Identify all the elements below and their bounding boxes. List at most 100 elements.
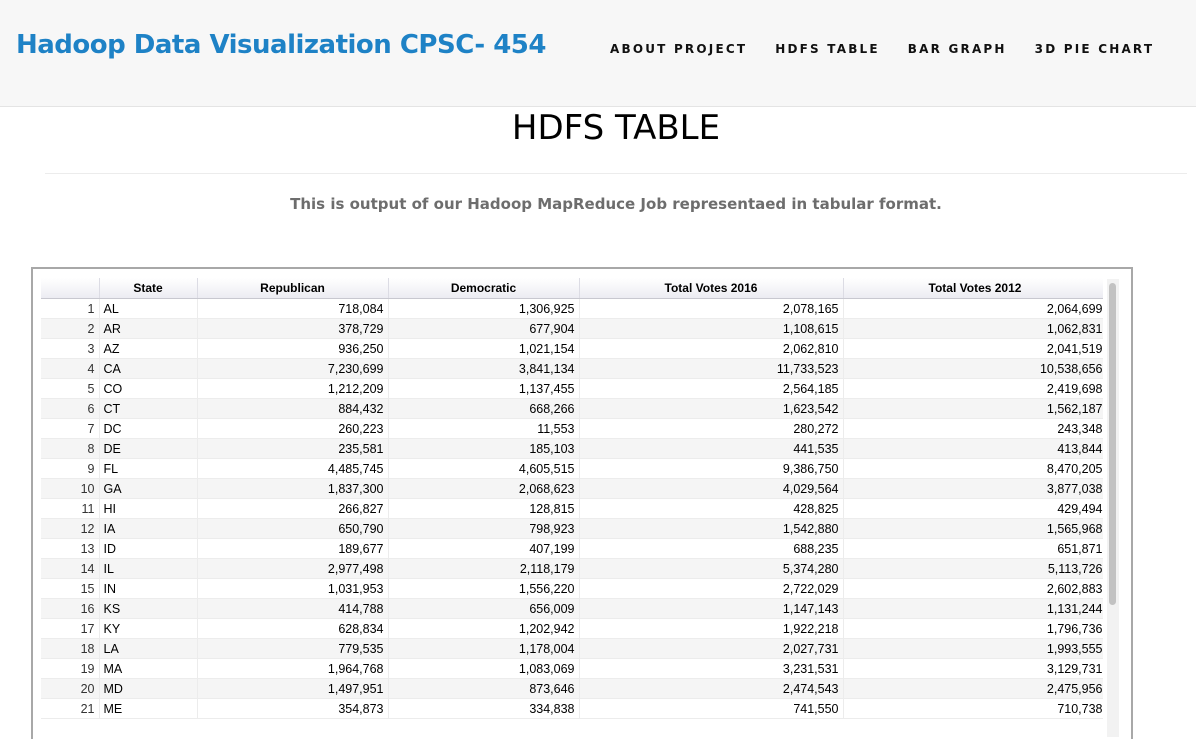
republican-cell: 1,031,953 [197,578,389,599]
table-row[interactable]: 8 DE 235,581 185,103 441,535 413,844 [41,438,1103,459]
state-cell: FL [99,458,198,479]
republican-cell: 354,873 [197,698,389,719]
table-row[interactable]: 5 CO 1,212,209 1,137,455 2,564,185 2,419,698 [41,378,1103,399]
table-row[interactable]: 20 MD 1,497,951 873,646 2,474,543 2,475,956 [41,678,1103,699]
row-number-cell: 1 [41,298,100,319]
table-row[interactable]: 10 GA 1,837,300 2,068,623 4,029,564 3,877,038 [41,478,1103,499]
table-row[interactable]: 15 IN 1,031,953 1,556,220 2,722,029 2,602,883 [41,578,1103,599]
row-number-cell: 8 [41,438,100,459]
democratic-cell: 1,083,069 [388,658,580,679]
scrollbar-thumb[interactable] [1109,283,1116,605]
democratic-cell: 1,202,942 [388,618,580,639]
democratic-cell: 407,199 [388,538,580,559]
nav-hdfs-table[interactable]: HDFS TABLE [775,42,880,56]
table-row[interactable]: 14 IL 2,977,498 2,118,179 5,374,280 5,113,726 [41,558,1103,579]
column-header-total-votes-2012[interactable]: Total Votes 2012 [843,278,1103,299]
republican-cell: 884,432 [197,398,389,419]
democratic-cell: 798,923 [388,518,580,539]
republican-cell: 1,497,951 [197,678,389,699]
table-row[interactable]: 18 LA 779,535 1,178,004 2,027,731 1,993,555 [41,638,1103,659]
total-votes-2012-cell: 1,796,736 [843,618,1103,639]
total-votes-2016-cell: 2,722,029 [579,578,844,599]
total-votes-2012-cell: 429,494 [843,498,1103,519]
total-votes-2016-cell: 1,147,143 [579,598,844,619]
table-row[interactable]: 9 FL 4,485,745 4,605,515 9,386,750 8,470,205 [41,458,1103,479]
total-votes-2016-cell: 3,231,531 [579,658,844,679]
total-votes-2012-cell: 2,064,699 [843,298,1103,319]
republican-cell: 779,535 [197,638,389,659]
democratic-cell: 1,556,220 [388,578,580,599]
total-votes-2012-cell: 2,041,519 [843,338,1103,359]
column-header-democratic[interactable]: Democratic [388,278,580,299]
democratic-cell: 185,103 [388,438,580,459]
table-row[interactable]: 1 AL 718,084 1,306,925 2,078,165 2,064,699 [41,298,1103,319]
total-votes-2016-cell: 11,733,523 [579,358,844,379]
column-header-rownum[interactable] [41,278,100,299]
state-cell: AZ [99,338,198,359]
row-number-cell: 9 [41,458,100,479]
democratic-cell: 4,605,515 [388,458,580,479]
republican-cell: 189,677 [197,538,389,559]
column-header-state[interactable]: State [99,278,198,299]
republican-cell: 1,837,300 [197,478,389,499]
nav-about-project[interactable]: ABOUT PROJECT [610,42,748,56]
site-brand-link[interactable]: Hadoop Data Visualization CPSC- 454 [16,30,547,60]
table-row[interactable]: 7 DC 260,223 11,553 280,272 243,348 [41,418,1103,439]
row-number-cell: 13 [41,538,100,559]
row-number-cell: 16 [41,598,100,619]
state-cell: KS [99,598,198,619]
column-header-republican[interactable]: Republican [197,278,389,299]
table-row[interactable]: 12 IA 650,790 798,923 1,542,880 1,565,968 [41,518,1103,539]
table-body: 1 AL 718,084 1,306,925 2,078,165 2,064,699 2 AR… [41,298,1103,719]
total-votes-2016-cell: 688,235 [579,538,844,559]
state-cell: LA [99,638,198,659]
total-votes-2016-cell: 2,474,543 [579,678,844,699]
state-cell: CA [99,358,198,379]
republican-cell: 1,212,209 [197,378,389,399]
row-number-cell: 14 [41,558,100,579]
total-votes-2012-cell: 1,062,831 [843,318,1103,339]
republican-cell: 235,581 [197,438,389,459]
total-votes-2012-cell: 1,993,555 [843,638,1103,659]
table-header-row: State Republican Democratic Total Votes … [41,278,1103,299]
table-row[interactable]: 17 KY 628,834 1,202,942 1,922,218 1,796,736 [41,618,1103,639]
state-cell: ID [99,538,198,559]
total-votes-2016-cell: 1,542,880 [579,518,844,539]
main-nav: ABOUT PROJECT HDFS TABLE BAR GRAPH 3D PI… [610,42,1154,56]
nav-3d-pie-chart[interactable]: 3D PIE CHART [1034,42,1155,56]
state-cell: IN [99,578,198,599]
total-votes-2016-cell: 2,564,185 [579,378,844,399]
total-votes-2016-cell: 280,272 [579,418,844,439]
nav-bar-graph[interactable]: BAR GRAPH [907,42,1007,56]
democratic-cell: 656,009 [388,598,580,619]
table-row[interactable]: 16 KS 414,788 656,009 1,147,143 1,131,244 [41,598,1103,619]
data-grid: State Republican Democratic Total Votes … [41,278,1103,738]
total-votes-2012-cell: 2,475,956 [843,678,1103,699]
row-number-cell: 5 [41,378,100,399]
vertical-scrollbar[interactable] [1107,279,1119,737]
state-cell: MD [99,678,198,699]
total-votes-2012-cell: 710,738 [843,698,1103,719]
table-row[interactable]: 6 CT 884,432 668,266 1,623,542 1,562,187 [41,398,1103,419]
total-votes-2016-cell: 1,922,218 [579,618,844,639]
total-votes-2016-cell: 4,029,564 [579,478,844,499]
table-row[interactable]: 4 CA 7,230,699 3,841,134 11,733,523 10,538,65… [41,358,1103,379]
table-row[interactable]: 21 ME 354,873 334,838 741,550 710,738 [41,698,1103,719]
total-votes-2012-cell: 10,538,656 [843,358,1103,379]
table-row[interactable]: 19 MA 1,964,768 1,083,069 3,231,531 3,129,731 [41,658,1103,679]
republican-cell: 628,834 [197,618,389,639]
republican-cell: 378,729 [197,318,389,339]
table-row[interactable]: 2 AR 378,729 677,904 1,108,615 1,062,831 [41,318,1103,339]
table-row[interactable]: 13 ID 189,677 407,199 688,235 651,871 [41,538,1103,559]
row-number-cell: 11 [41,498,100,519]
state-cell: CO [99,378,198,399]
table-row[interactable]: 11 HI 266,827 128,815 428,825 429,494 [41,498,1103,519]
total-votes-2012-cell: 243,348 [843,418,1103,439]
table-row[interactable]: 3 AZ 936,250 1,021,154 2,062,810 2,041,519 [41,338,1103,359]
republican-cell: 4,485,745 [197,458,389,479]
total-votes-2012-cell: 3,129,731 [843,658,1103,679]
column-header-total-votes-2016[interactable]: Total Votes 2016 [579,278,844,299]
republican-cell: 718,084 [197,298,389,319]
total-votes-2012-cell: 5,113,726 [843,558,1103,579]
total-votes-2012-cell: 1,562,187 [843,398,1103,419]
